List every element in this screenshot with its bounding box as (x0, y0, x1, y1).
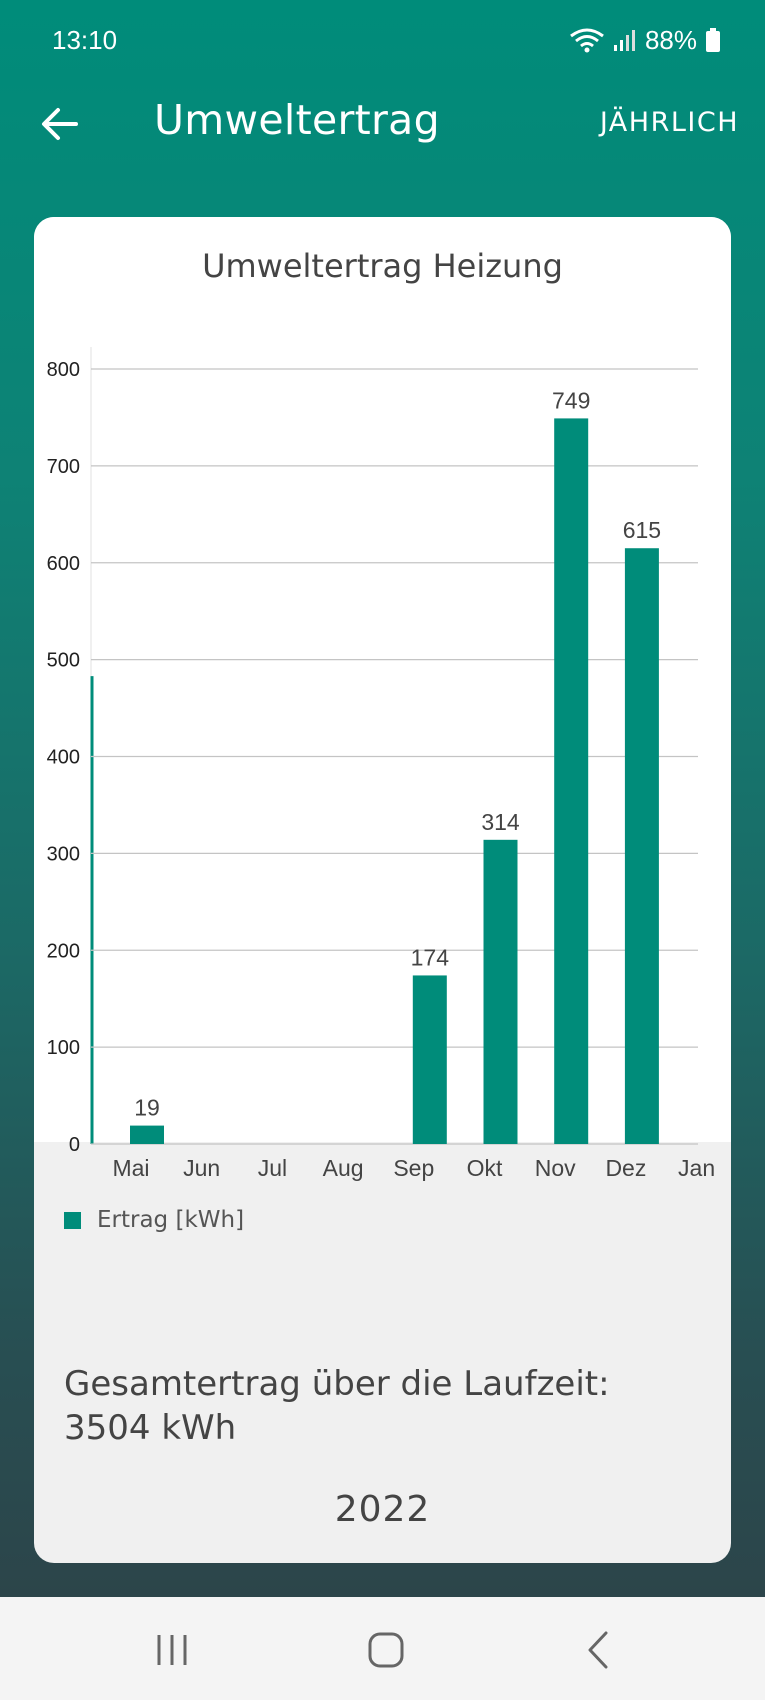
x-tick-label: Okt (467, 1155, 503, 1181)
chart-card: Umweltertrag Heizung 0 100 200 300 400 500 600… (34, 217, 731, 1563)
y-tick-label: 400 (47, 747, 80, 769)
legend-swatch (64, 1211, 81, 1229)
bar-value-label: 174 (411, 944, 450, 970)
y-tick-label: 800 (47, 359, 80, 381)
x-tick-label: Jan (678, 1155, 715, 1181)
bar[interactable] (624, 548, 659, 1144)
total-yield: Gesamtertrag über die Laufzeit: 3504 kWh (64, 1362, 610, 1450)
y-tick-label: 100 (47, 1037, 80, 1059)
y-tick-label: 600 (47, 553, 80, 575)
bar[interactable] (483, 839, 518, 1144)
period-toggle-button[interactable]: JÄHRLICH (599, 107, 739, 138)
bar[interactable] (130, 1125, 164, 1144)
x-tick-label: Nov (535, 1155, 576, 1181)
x-tick-label: Aug (323, 1155, 364, 1181)
status-icons: 88% (569, 25, 721, 56)
back-icon[interactable] (575, 1625, 625, 1675)
bar-value-label: 749 (552, 387, 590, 413)
app-bar: Umweltertrag JÄHRLICH (0, 80, 765, 170)
recent-apps-icon[interactable] (147, 1625, 197, 1675)
legend-label: Ertrag [kWh] (97, 1207, 245, 1233)
total-value: 3504 kWh (64, 1408, 237, 1448)
signal-icon (613, 30, 635, 51)
navigation-bar (0, 1597, 765, 1700)
bar-value-label: 314 (481, 809, 520, 835)
bar[interactable] (412, 975, 447, 1144)
x-tick-label: Jul (258, 1155, 287, 1181)
chart-title: Umweltertrag Heizung (202, 247, 563, 285)
status-bar: 13:10 88% (0, 0, 765, 80)
y-tick-label: 500 (47, 650, 80, 672)
battery-icon (706, 28, 720, 52)
y-tick-label: 0 (69, 1134, 80, 1156)
bar-value-label: 615 (623, 517, 661, 543)
x-tick-label: Dez (605, 1155, 646, 1181)
battery-percentage: 88% (644, 24, 697, 55)
year-label: 2022 (334, 1489, 431, 1530)
x-tick-label: Mai (112, 1155, 149, 1181)
y-tick-label: 700 (47, 456, 80, 478)
x-tick-label: Jun (183, 1155, 220, 1181)
home-icon[interactable] (361, 1625, 411, 1675)
y-tick-label: 300 (47, 843, 80, 865)
chart-legend: Ertrag [kWh] (64, 1207, 244, 1233)
chart-area-background (34, 217, 731, 1142)
wifi-icon (570, 28, 604, 53)
back-arrow-icon[interactable] (36, 100, 84, 148)
bar-value-label: 19 (134, 1095, 160, 1121)
status-time: 13:10 (52, 24, 118, 55)
y-tick-label: 200 (47, 940, 80, 962)
page-title: Umweltertrag (154, 96, 440, 144)
bar-chart: 0 100 200 300 400 500 600 700 800 Mai Jun Jul Aug Sep… (47, 347, 715, 1181)
total-label: Gesamtertrag über die Laufzeit: (64, 1364, 610, 1404)
x-tick-label: Sep (393, 1155, 434, 1181)
bar[interactable] (554, 418, 589, 1144)
